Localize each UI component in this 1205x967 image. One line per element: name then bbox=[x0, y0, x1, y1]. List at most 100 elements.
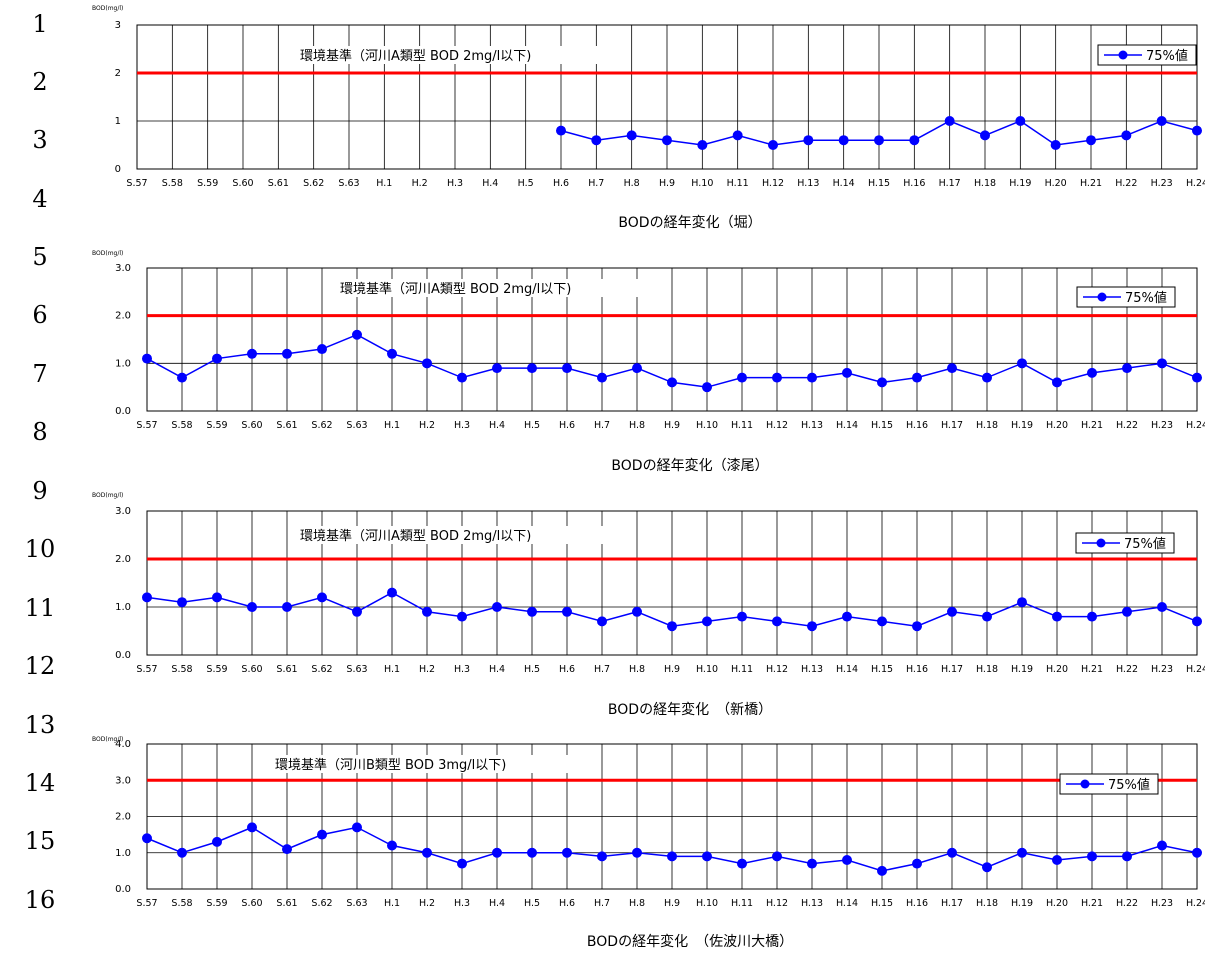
x-tick-label: H.11 bbox=[731, 420, 753, 431]
data-point bbox=[982, 862, 992, 873]
data-point bbox=[1015, 116, 1026, 126]
data-point bbox=[807, 372, 817, 383]
x-tick-label: S.57 bbox=[136, 898, 157, 909]
data-point bbox=[947, 363, 957, 374]
x-tick-label: S.60 bbox=[241, 898, 262, 909]
line-number: 14 bbox=[24, 769, 56, 797]
data-point bbox=[387, 587, 397, 598]
standard-label: 環境基準（河川A類型 BOD 2mg/l以下) bbox=[340, 281, 571, 297]
x-tick-label: H.8 bbox=[629, 664, 645, 675]
data-point bbox=[1156, 116, 1167, 126]
data-point bbox=[282, 844, 292, 855]
x-tick-label: H.16 bbox=[906, 898, 928, 909]
x-tick-label: H.23 bbox=[1151, 420, 1173, 431]
data-point bbox=[772, 616, 782, 627]
legend-marker bbox=[1097, 292, 1107, 302]
x-tick-label: H.6 bbox=[559, 664, 575, 675]
x-tick-label: S.58 bbox=[171, 898, 192, 909]
data-point bbox=[877, 865, 887, 876]
data-point bbox=[247, 822, 257, 833]
data-point bbox=[282, 602, 292, 612]
x-tick-label: S.59 bbox=[206, 420, 227, 431]
standard-label-bg bbox=[298, 526, 608, 544]
x-tick-label: H.14 bbox=[833, 178, 855, 189]
data-point bbox=[387, 348, 397, 359]
x-tick-label: H.5 bbox=[518, 178, 534, 189]
y-tick-label: 2.0 bbox=[115, 812, 131, 823]
data-point bbox=[562, 606, 572, 617]
x-tick-label: S.63 bbox=[346, 664, 367, 675]
data-point bbox=[527, 606, 537, 617]
data-point bbox=[632, 606, 642, 617]
y-tick-label: 4.0 bbox=[115, 739, 131, 750]
x-tick-label: H.13 bbox=[797, 178, 819, 189]
y-tick-label: 1.0 bbox=[115, 602, 131, 613]
data-point bbox=[562, 363, 572, 374]
x-tick-label: H.1 bbox=[376, 178, 392, 189]
x-tick-label: H.14 bbox=[836, 898, 858, 909]
data-point bbox=[247, 602, 257, 612]
y-tick-label: 2.0 bbox=[115, 311, 131, 322]
y-axis-label: BOD(mg/l) bbox=[92, 250, 123, 257]
y-axis-label: BOD(mg/l) bbox=[92, 736, 123, 743]
x-tick-label: H.22 bbox=[1115, 178, 1137, 189]
data-point bbox=[737, 858, 747, 869]
x-tick-label: H.15 bbox=[871, 664, 893, 675]
standard-label: 環境基準（河川B類型 BOD 3mg/l以下) bbox=[275, 757, 506, 773]
chart-2: 0.0 1.0 2.0 3.0 BOD(mg/l) 環境基準（河川A類型 BOD 2mg/… bbox=[92, 250, 1205, 474]
y-tick-label: 1.0 bbox=[115, 358, 131, 369]
data-point bbox=[912, 621, 922, 632]
x-tick-label: H.8 bbox=[629, 898, 645, 909]
x-tick-label: S.61 bbox=[276, 420, 297, 431]
x-tick-label: H.5 bbox=[524, 664, 540, 675]
x-tick-label: H.16 bbox=[906, 664, 928, 675]
x-tick-label: H.6 bbox=[553, 178, 569, 189]
legend-marker bbox=[1118, 50, 1128, 60]
line-number-gutter: 1 2 3 4 5 6 7 8 9 10 11 12 13 14 15 16 bbox=[0, 0, 80, 967]
x-tick-label: H.1 bbox=[384, 420, 400, 431]
x-tick-label: H.17 bbox=[941, 898, 963, 909]
data-point bbox=[457, 372, 467, 383]
x-tick-label: H.19 bbox=[1009, 178, 1031, 189]
x-tick-label: H.23 bbox=[1151, 664, 1173, 675]
x-tick-label: H.24 bbox=[1186, 664, 1205, 675]
x-tick-label: H.8 bbox=[629, 420, 645, 431]
data-point bbox=[702, 851, 712, 862]
x-tick-label: H.10 bbox=[696, 420, 718, 431]
standard-label-bg bbox=[338, 279, 638, 297]
x-tick-label: H.22 bbox=[1116, 898, 1138, 909]
x-tick-label: S.61 bbox=[268, 178, 289, 189]
x-tick-label: H.2 bbox=[419, 420, 435, 431]
x-tick-label: H.13 bbox=[801, 664, 823, 675]
x-tick-label: H.24 bbox=[1186, 178, 1205, 189]
x-tick-label: S.58 bbox=[171, 420, 192, 431]
data-point bbox=[632, 363, 642, 374]
x-tick-label: H.20 bbox=[1046, 420, 1068, 431]
x-tick-label: H.23 bbox=[1151, 178, 1173, 189]
data-point bbox=[947, 847, 957, 858]
x-tick-label: H.13 bbox=[801, 898, 823, 909]
line-number: 3 bbox=[32, 126, 48, 154]
legend-label: 75%値 bbox=[1146, 48, 1188, 64]
data-point bbox=[1087, 611, 1097, 622]
y-tick-label: 2.0 bbox=[115, 554, 131, 565]
x-tick-label: H.19 bbox=[1011, 420, 1033, 431]
data-point bbox=[982, 611, 992, 622]
data-point bbox=[562, 847, 572, 858]
chart-title: BODの経年変化（漆尾） bbox=[611, 457, 768, 474]
x-tick-label: H.19 bbox=[1011, 898, 1033, 909]
data-point bbox=[212, 836, 222, 847]
x-tick-label: S.63 bbox=[338, 178, 359, 189]
line-number: 5 bbox=[32, 243, 48, 271]
data-point bbox=[387, 840, 397, 851]
x-tick-label: H.17 bbox=[941, 420, 963, 431]
line-number: 6 bbox=[32, 301, 48, 329]
data-point bbox=[492, 602, 502, 612]
x-tick-label: H.10 bbox=[696, 664, 718, 675]
legend-box bbox=[1075, 532, 1175, 554]
data-point bbox=[737, 372, 747, 383]
data-point bbox=[1087, 367, 1097, 378]
data-point bbox=[626, 130, 637, 141]
x-tick-label: H.7 bbox=[594, 898, 610, 909]
